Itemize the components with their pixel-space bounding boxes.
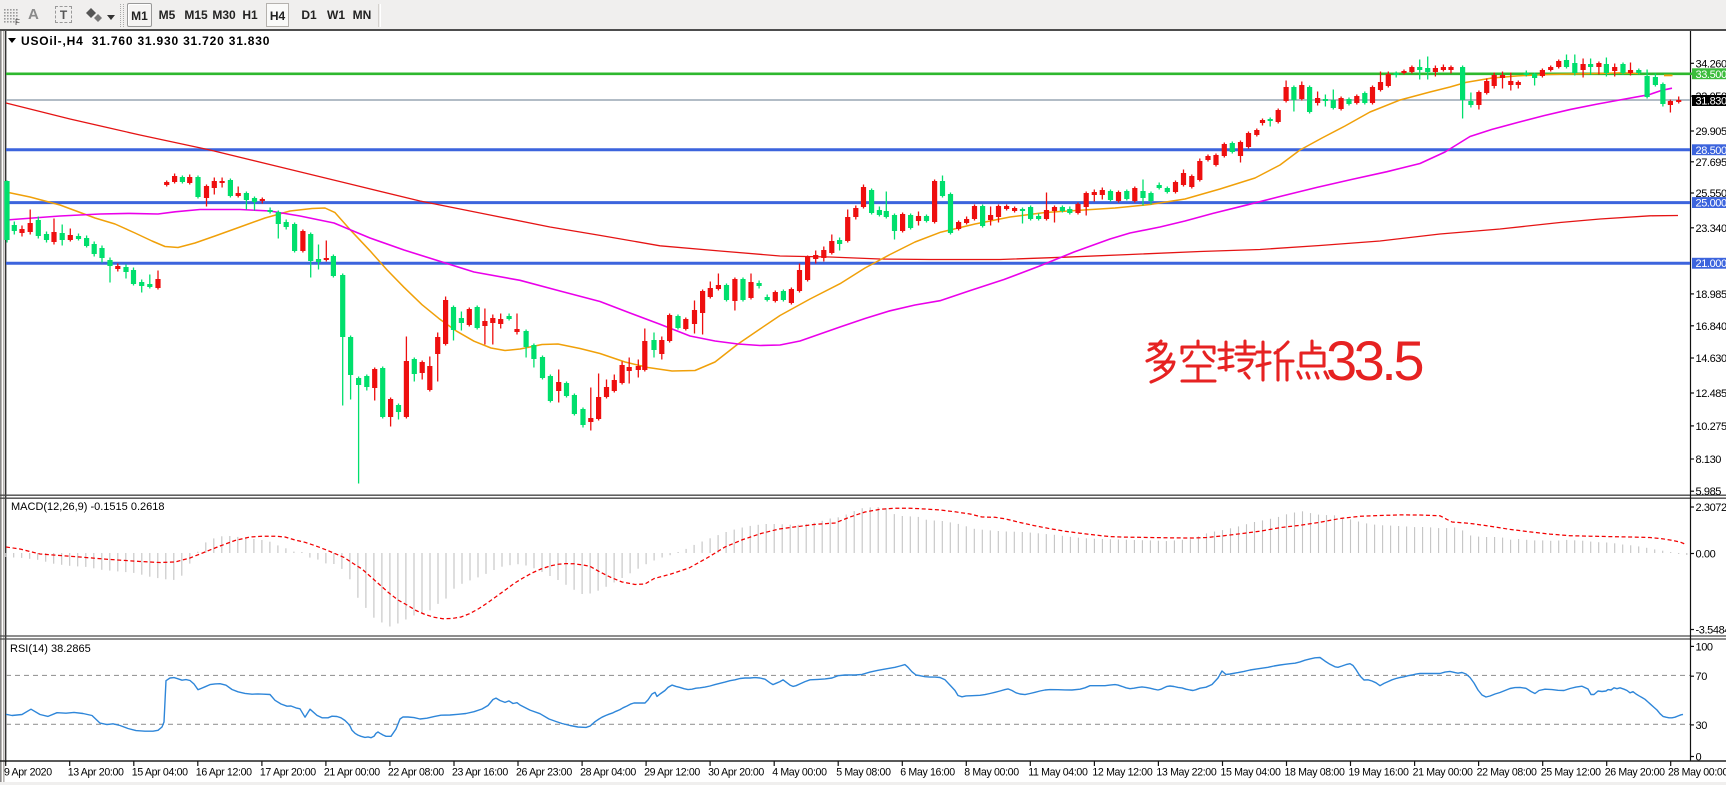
svg-text:21 May 00:00: 21 May 00:00	[1413, 767, 1473, 779]
svg-text:17 Apr 20:00: 17 Apr 20:00	[260, 767, 316, 779]
svg-text:MACD(12,26,9) -0.1515 0.2618: MACD(12,26,9) -0.1515 0.2618	[11, 501, 164, 513]
svg-text:21 Apr 00:00: 21 Apr 00:00	[324, 767, 380, 779]
svg-text:6 May 16:00: 6 May 16:00	[900, 767, 955, 779]
svg-text:0.00: 0.00	[1696, 549, 1716, 561]
svg-text:25.550: 25.550	[1696, 188, 1726, 200]
svg-text:2.3072: 2.3072	[1696, 502, 1726, 514]
svg-text:18 May 08:00: 18 May 08:00	[1285, 767, 1345, 779]
svg-text:10.275: 10.275	[1696, 421, 1726, 433]
svg-text:30: 30	[1696, 720, 1708, 732]
svg-text:9 Apr 2020: 9 Apr 2020	[4, 767, 52, 779]
svg-text:21.000: 21.000	[1696, 258, 1726, 270]
svg-text:13 Apr 20:00: 13 Apr 20:00	[68, 767, 124, 779]
svg-text:12 May 12:00: 12 May 12:00	[1092, 767, 1152, 779]
svg-text:27.695: 27.695	[1696, 157, 1726, 169]
svg-text:22 May 08:00: 22 May 08:00	[1477, 767, 1537, 779]
svg-text:4 May 00:00: 4 May 00:00	[772, 767, 827, 779]
svg-text:15 Apr 04:00: 15 Apr 04:00	[132, 767, 188, 779]
svg-text:8 May 00:00: 8 May 00:00	[964, 767, 1019, 779]
svg-text:30 Apr 20:00: 30 Apr 20:00	[708, 767, 764, 779]
svg-text:33.5: 33.5	[1326, 329, 1422, 392]
svg-text:0: 0	[1696, 752, 1702, 764]
svg-text:19 May 16:00: 19 May 16:00	[1349, 767, 1409, 779]
svg-text:25 May 12:00: 25 May 12:00	[1541, 767, 1601, 779]
svg-text:13 May 22:00: 13 May 22:00	[1156, 767, 1216, 779]
svg-text:23.340: 23.340	[1696, 223, 1726, 235]
svg-text:11 May 04:00: 11 May 04:00	[1028, 767, 1088, 779]
svg-text:F: F	[15, 18, 20, 27]
svg-text:26 May 20:00: 26 May 20:00	[1605, 767, 1665, 779]
svg-text:23 Apr 16:00: 23 Apr 16:00	[452, 767, 508, 779]
svg-text:100: 100	[1696, 641, 1713, 653]
svg-text:16.840: 16.840	[1696, 321, 1726, 333]
svg-text:RSI(14) 38.2865: RSI(14) 38.2865	[10, 643, 91, 655]
svg-text:5 May 08:00: 5 May 08:00	[836, 767, 891, 779]
svg-text:29 Apr 12:00: 29 Apr 12:00	[644, 767, 700, 779]
svg-text:-3.5484: -3.5484	[1696, 625, 1726, 637]
svg-text:29.905: 29.905	[1696, 126, 1726, 138]
svg-text:31.830: 31.830	[1696, 96, 1726, 108]
svg-text:22 Apr 08:00: 22 Apr 08:00	[388, 767, 444, 779]
svg-text:33.500: 33.500	[1696, 69, 1726, 81]
svg-text:16 Apr 12:00: 16 Apr 12:00	[196, 767, 252, 779]
svg-text:34.260: 34.260	[1696, 58, 1726, 70]
svg-text:15 May 04:00: 15 May 04:00	[1221, 767, 1281, 779]
svg-text:70: 70	[1696, 671, 1708, 683]
svg-text:26 Apr 23:00: 26 Apr 23:00	[516, 767, 572, 779]
svg-text:USOil-,H4 31.760 31.930 31.72: USOil-,H4 31.760 31.930 31.720 31.830	[21, 34, 270, 48]
svg-text:12.485: 12.485	[1696, 388, 1726, 400]
svg-text:28 Apr 04:00: 28 Apr 04:00	[580, 767, 636, 779]
svg-text:28 May 00:00: 28 May 00:00	[1668, 767, 1726, 779]
svg-text:8.130: 8.130	[1696, 454, 1722, 466]
svg-text:18.985: 18.985	[1696, 289, 1726, 301]
svg-text:28.500: 28.500	[1696, 145, 1726, 157]
svg-text:14.630: 14.630	[1696, 353, 1726, 365]
svg-text:5.985: 5.985	[1696, 486, 1722, 498]
svg-text:25.000: 25.000	[1696, 198, 1726, 210]
